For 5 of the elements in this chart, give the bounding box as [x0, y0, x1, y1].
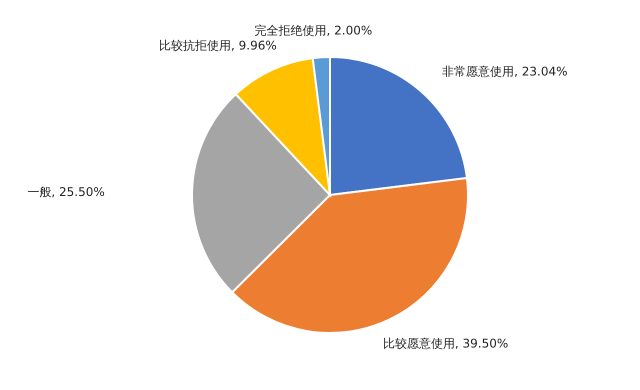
slice-label: 一般, 25.50%: [27, 184, 105, 199]
slice-label: 非常愿意使用, 23.04%: [442, 64, 568, 78]
slice-label: 比较抗拒使用, 9.96%: [159, 38, 277, 53]
slice-label: 完全拒绝使用, 2.00%: [254, 23, 372, 38]
slice-label: 比较愿意使用, 39.50%: [382, 336, 508, 350]
